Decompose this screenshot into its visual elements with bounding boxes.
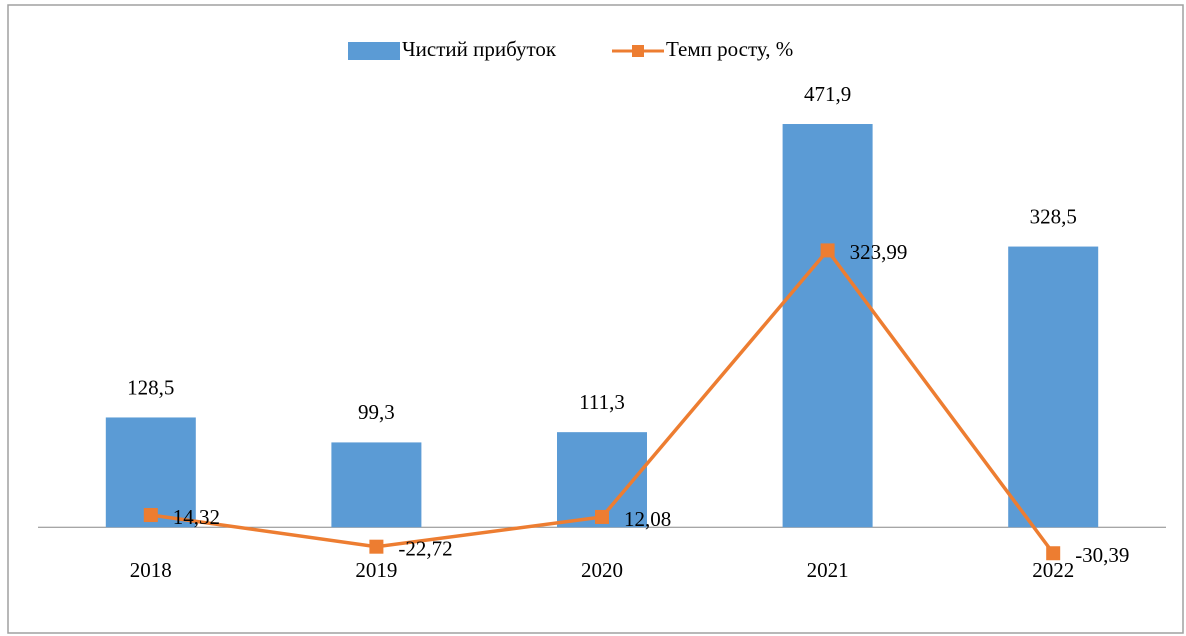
bar — [331, 442, 422, 528]
data-label: 471,9 — [804, 82, 851, 106]
bar — [782, 124, 873, 528]
legend-label: Темп росту, % — [666, 37, 793, 61]
x-tick-label: 2020 — [581, 558, 623, 582]
line-marker — [143, 508, 158, 523]
line-marker — [369, 539, 384, 554]
line-marker — [1046, 546, 1061, 561]
x-tick-label: 2022 — [1032, 558, 1074, 582]
data-label: -30,39 — [1075, 543, 1129, 567]
data-label: 128,5 — [127, 375, 174, 399]
bar — [1008, 246, 1099, 528]
x-tick-label: 2019 — [355, 558, 397, 582]
x-tick-label: 2021 — [807, 558, 849, 582]
chart-frame — [7, 4, 1184, 634]
data-label: 12,08 — [624, 507, 671, 531]
data-label: 111,3 — [579, 390, 625, 414]
data-label: 99,3 — [358, 400, 395, 424]
data-label: 323,99 — [850, 240, 908, 264]
data-label: 14,32 — [173, 505, 220, 529]
data-label: -22,72 — [398, 537, 452, 561]
legend-label: Чистий прибуток — [402, 37, 557, 61]
x-tick-label: 2018 — [130, 558, 172, 582]
data-label: 328,5 — [1030, 204, 1077, 228]
legend-swatch — [348, 42, 400, 60]
line-marker — [595, 509, 609, 524]
line-marker — [820, 243, 835, 258]
legend-marker — [632, 45, 644, 57]
